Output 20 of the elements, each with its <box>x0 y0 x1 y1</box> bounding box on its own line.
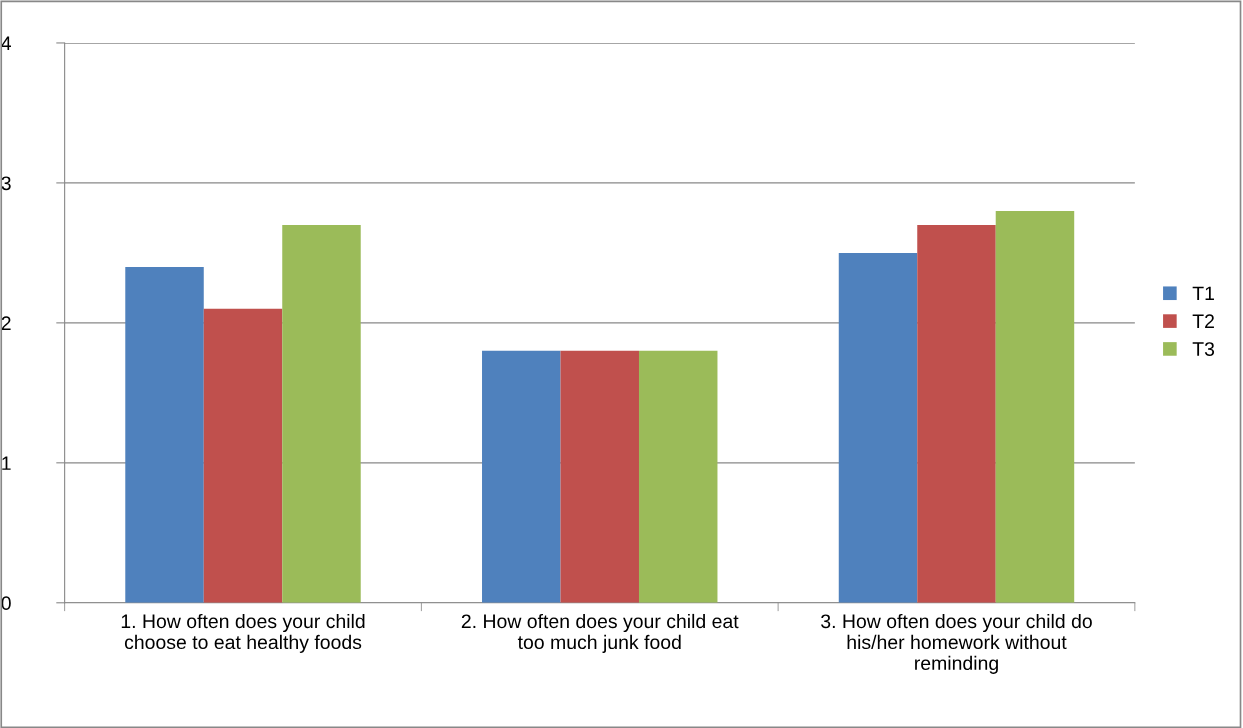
y-tick-label: 1 <box>2 456 11 470</box>
bar <box>838 252 918 603</box>
y-tick-label: 4 <box>1 36 11 50</box>
legend-label: T1 <box>1192 286 1214 301</box>
bar <box>560 350 639 603</box>
bar <box>917 224 996 603</box>
x-tick-label: 1. How often does your child choose to eat healthy foods <box>121 613 365 653</box>
legend-label: T2 <box>1192 314 1214 328</box>
x-tick-label: 2. How often does your child eat too much junk food <box>461 613 739 653</box>
bar <box>282 224 361 603</box>
bar <box>482 350 561 603</box>
bar <box>995 210 1075 603</box>
bar <box>203 308 283 603</box>
y-tick-label: 3 <box>1 176 11 191</box>
x-tick-label: 3. How often does your child do his/her homework without reminding <box>821 613 1092 674</box>
bar <box>638 350 718 603</box>
legend-label: T3 <box>1192 342 1215 356</box>
y-tick-label: 2 <box>1 316 11 330</box>
y-tick-label: 0 <box>1 596 11 611</box>
bar <box>125 266 204 603</box>
